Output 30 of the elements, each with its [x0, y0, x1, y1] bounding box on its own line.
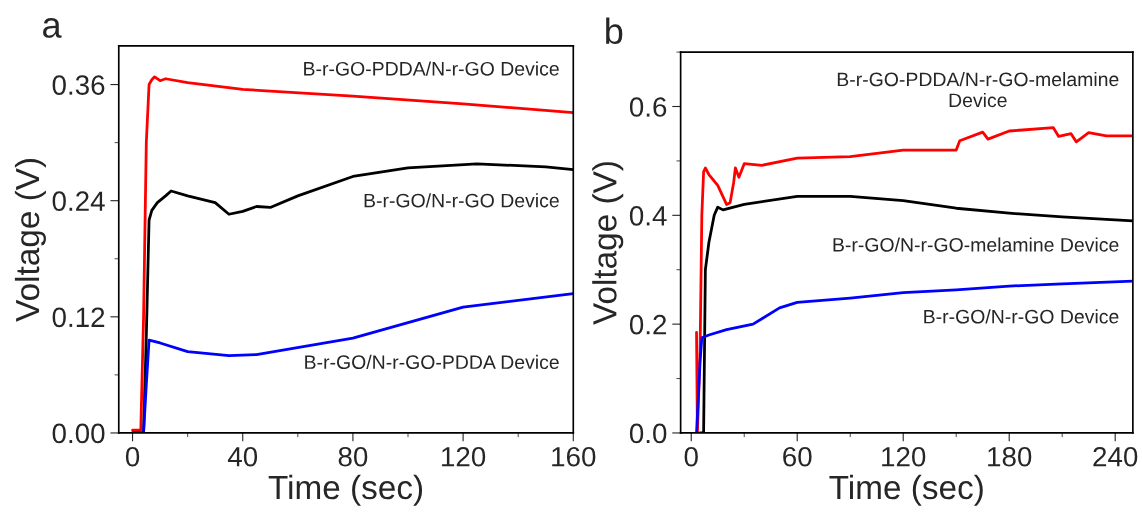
x-tick-label: 120	[442, 446, 486, 467]
y-tick-label: 0.4	[629, 205, 667, 226]
y-tick-label: 0.24	[52, 191, 105, 212]
y-tick-label: 0.0	[629, 423, 667, 444]
x-tick-label: 240	[1093, 446, 1138, 467]
y-axis-title: Voltage (V)	[592, 162, 624, 325]
x-tick-label: 80	[338, 446, 368, 467]
x-tick-label: 120	[882, 446, 926, 467]
y-tick-label: 0.2	[629, 314, 667, 335]
x-tick-label: 0	[684, 446, 698, 467]
series-label: B-r-GO/N-r-GO Device	[364, 193, 559, 208]
chart-title: b	[606, 17, 623, 45]
y-tick-label: 0.36	[52, 75, 105, 95]
x-tick-label: 60	[783, 446, 812, 467]
series-label: B-r-GO-PDDA/N-r-GO Device	[304, 61, 559, 76]
y-axis-title: Voltage (V)	[14, 159, 46, 322]
x-axis-title: Time (sec)	[268, 474, 423, 506]
x-tick-label: 40	[227, 446, 258, 467]
y-tick-label: 0.6	[629, 97, 667, 117]
x-tick-label: 180	[988, 446, 1032, 467]
y-tick-label: 0.00	[52, 423, 105, 444]
chart-title: a	[43, 18, 62, 38]
x-tick-label: 0	[125, 446, 140, 467]
x-tick-label: 160	[552, 446, 596, 467]
series-label: B-r-GO/N-r-GO-melamine Device	[833, 237, 1119, 252]
y-tick-label: 0.12	[52, 307, 105, 328]
series-label: B-r-GO/N-r-GO-PDDA Device	[305, 354, 559, 370]
x-axis-title: Time (sec)	[829, 474, 983, 506]
series-label: B-r-GO-PDDA/N-r-GO-melamine Device	[837, 71, 1119, 108]
series-label: B-r-GO/N-r-GO Device	[924, 309, 1119, 324]
